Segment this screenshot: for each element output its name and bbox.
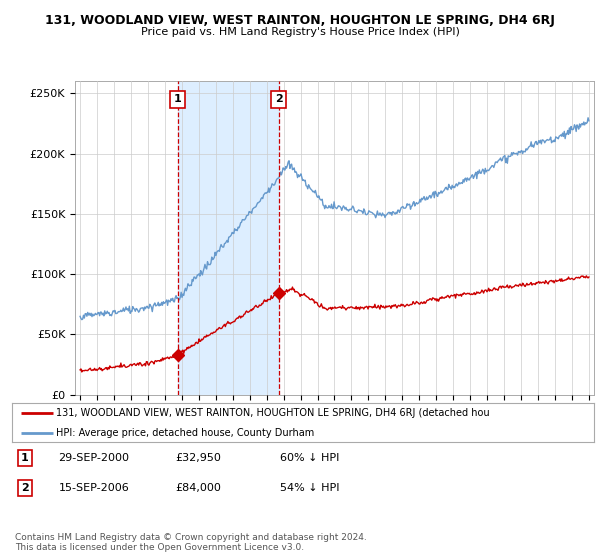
Text: HPI: Average price, detached house, County Durham: HPI: Average price, detached house, Coun… [56, 428, 314, 437]
Text: Contains HM Land Registry data © Crown copyright and database right 2024.: Contains HM Land Registry data © Crown c… [15, 533, 367, 542]
Text: £84,000: £84,000 [175, 483, 221, 493]
Text: 15-SEP-2006: 15-SEP-2006 [59, 483, 130, 493]
Text: £32,950: £32,950 [175, 454, 221, 463]
Bar [178, 81, 278, 395]
Text: 2: 2 [275, 94, 283, 104]
Text: 131, WOODLAND VIEW, WEST RAINTON, HOUGHTON LE SPRING, DH4 6RJ (detached hou: 131, WOODLAND VIEW, WEST RAINTON, HOUGHT… [56, 408, 489, 418]
Text: 29-SEP-2000: 29-SEP-2000 [59, 454, 130, 463]
Text: 131, WOODLAND VIEW, WEST RAINTON, HOUGHTON LE SPRING, DH4 6RJ: 131, WOODLAND VIEW, WEST RAINTON, HOUGHT… [45, 14, 555, 27]
Text: Price paid vs. HM Land Registry's House Price Index (HPI): Price paid vs. HM Land Registry's House … [140, 27, 460, 37]
Text: This data is licensed under the Open Government Licence v3.0.: This data is licensed under the Open Gov… [15, 543, 304, 552]
Text: 1: 1 [174, 94, 181, 104]
Text: 2: 2 [21, 483, 29, 493]
Text: 1: 1 [21, 454, 29, 463]
Text: 60% ↓ HPI: 60% ↓ HPI [280, 454, 339, 463]
Text: 54% ↓ HPI: 54% ↓ HPI [280, 483, 339, 493]
